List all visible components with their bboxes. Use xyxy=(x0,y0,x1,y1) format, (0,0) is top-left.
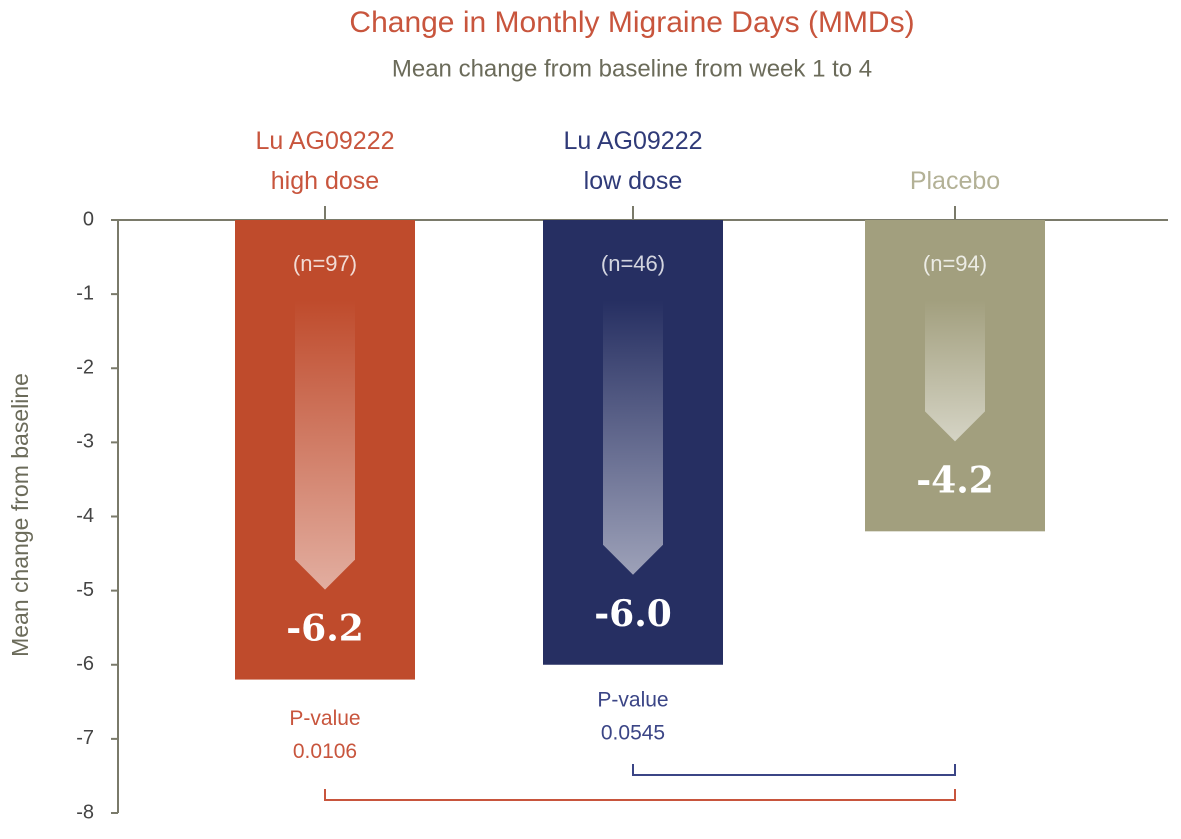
comparison-bracket xyxy=(632,764,956,776)
y-tick-label: -7 xyxy=(76,727,94,749)
chart-subtitle: Mean change from baseline from week 1 to… xyxy=(392,55,872,82)
y-tick-label: -4 xyxy=(76,505,94,527)
sample-size: (n=94) xyxy=(923,251,987,276)
value-label: -4.2 xyxy=(916,459,994,501)
p-value-label: P-value xyxy=(289,707,360,730)
y-tick-label: -2 xyxy=(76,357,94,379)
p-value-label: P-value xyxy=(597,688,668,711)
arrow-decoration xyxy=(925,300,985,442)
comparison-bracket xyxy=(324,789,956,801)
sample-size: (n=46) xyxy=(601,251,665,276)
y-tick-label: -8 xyxy=(76,801,94,823)
arrow-decoration xyxy=(295,300,355,590)
chart-title: Change in Monthly Migraine Days (MMDs) xyxy=(349,6,914,39)
y-tick-label: -1 xyxy=(76,282,94,304)
y-tick-label: -3 xyxy=(76,431,94,453)
category-label: Lu AG09222 high dose xyxy=(255,127,394,195)
y-tick-label: -5 xyxy=(76,579,94,601)
y-axis-label: Mean change from baseline xyxy=(7,373,33,657)
p-value: 0.0106 xyxy=(293,740,357,763)
value-label: -6.2 xyxy=(286,608,364,650)
sample-size: (n=97) xyxy=(293,251,357,276)
p-value: 0.0545 xyxy=(601,721,665,744)
y-tick-label: -6 xyxy=(76,653,94,675)
category-label: Lu AG09222 low dose xyxy=(563,127,702,195)
category-label: Placebo xyxy=(910,167,1000,195)
value-label: -6.0 xyxy=(594,593,672,635)
arrow-decoration xyxy=(603,300,663,575)
y-tick-label: 0 xyxy=(83,208,94,230)
